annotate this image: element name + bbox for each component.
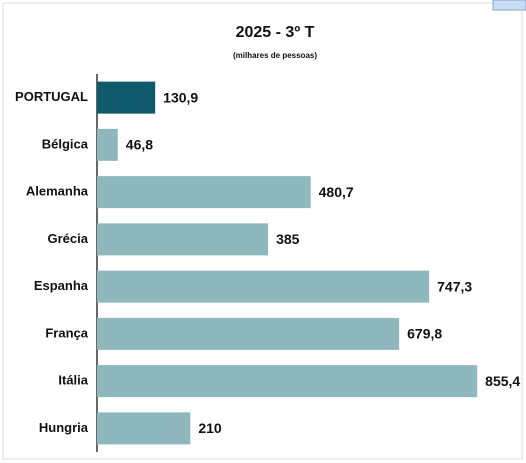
- bar: [97, 365, 478, 398]
- bar: [97, 317, 400, 350]
- chart-title: 2025 - 3º T: [236, 24, 315, 41]
- value-label: 210: [198, 420, 222, 436]
- category-label: Bélgica: [42, 136, 89, 151]
- category-label: Itália: [58, 373, 88, 388]
- corner-tab: [492, 0, 526, 11]
- chart-subtitle: (milhares de pessoas): [233, 51, 317, 60]
- value-label: 385: [276, 231, 300, 247]
- category-label: Hungria: [39, 420, 89, 435]
- category-label: França: [45, 325, 88, 340]
- bar: [97, 176, 311, 209]
- category-label: Alemanha: [26, 184, 89, 199]
- bar: [97, 412, 191, 445]
- bar: [97, 128, 118, 161]
- bar: [97, 270, 430, 303]
- bar: [97, 81, 156, 114]
- value-label: 679,8: [407, 326, 442, 342]
- value-label: 46,8: [126, 137, 153, 153]
- category-label: Grécia: [48, 231, 89, 246]
- value-label: 130,9: [163, 89, 198, 105]
- bar: [97, 223, 269, 256]
- value-label: 747,3: [437, 278, 472, 294]
- category-label: PORTUGAL: [15, 89, 88, 104]
- value-label: 480,7: [319, 184, 354, 200]
- category-label: Espanha: [34, 278, 89, 293]
- value-label: 855,4: [485, 373, 520, 389]
